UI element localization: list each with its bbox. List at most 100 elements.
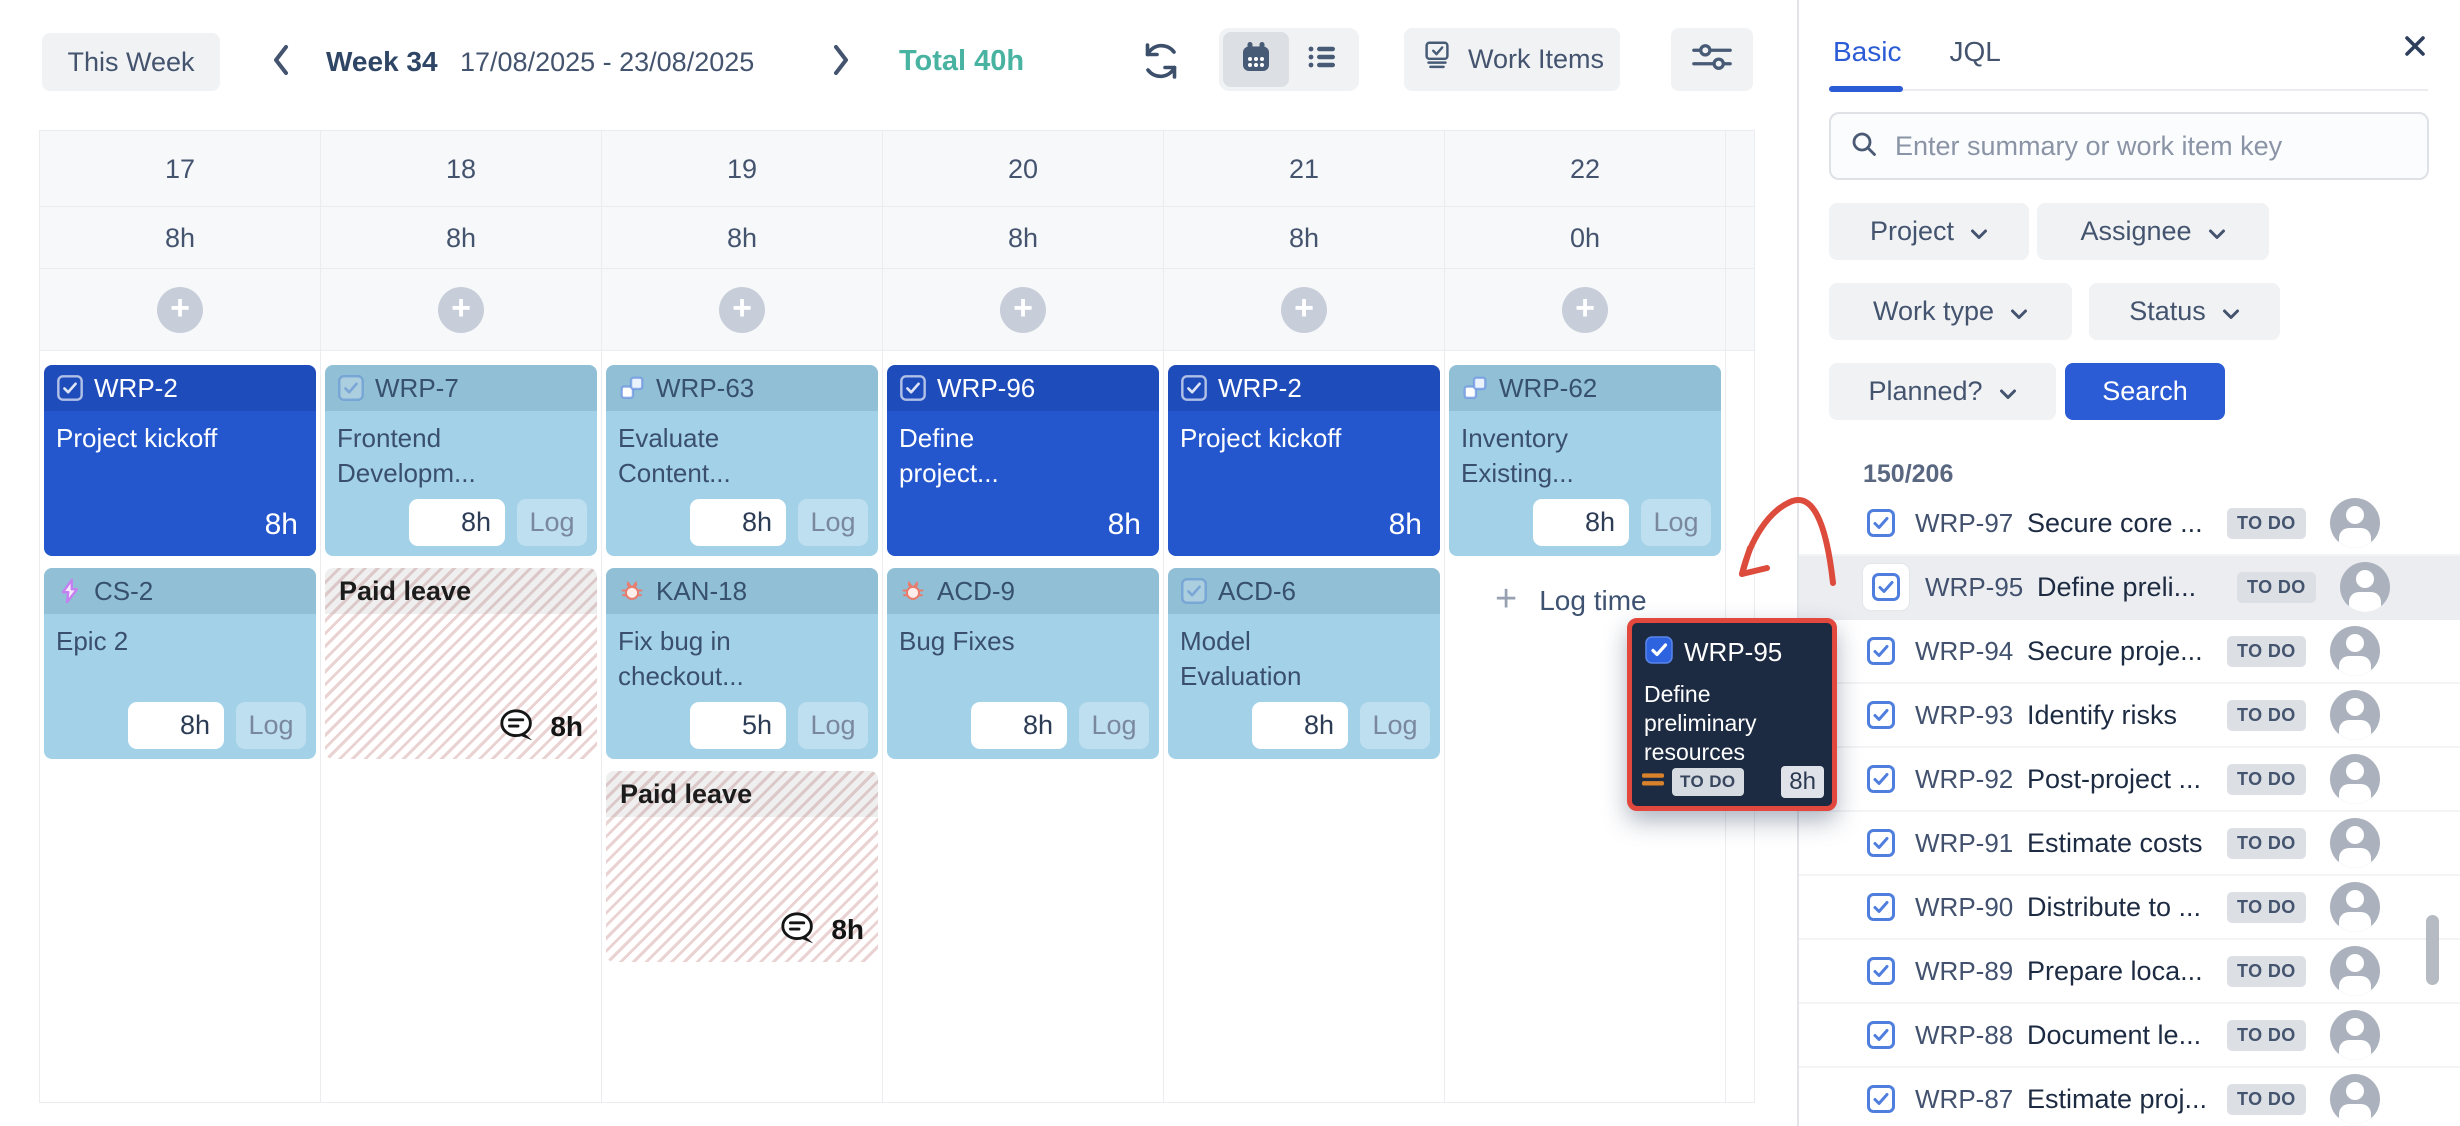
log-time-button[interactable]: + Log time [1449, 568, 1721, 759]
scrollbar-thumb[interactable] [2426, 915, 2439, 985]
worklog-card[interactable]: WRP-62 Inventory Existing... 8h Log [1449, 365, 1721, 556]
card-log-row: 8h Log [690, 499, 868, 546]
add-worklog-cell: + [1445, 269, 1725, 351]
log-button[interactable]: Log [236, 702, 306, 749]
work-item-row[interactable]: WRP-92 Post-project ... TO DO [1799, 748, 2460, 812]
dragged-card[interactable]: WRP-95 Define preliminary resources TO D… [1627, 618, 1837, 811]
filter-project[interactable]: Project [1829, 203, 2029, 260]
log-button[interactable]: Log [798, 702, 868, 749]
leave-card[interactable]: Paid leave 8h [325, 568, 597, 759]
filter-assignee[interactable]: Assignee [2037, 203, 2269, 260]
add-worklog-button[interactable]: + [1281, 287, 1327, 333]
task-icon [1866, 508, 1896, 538]
hours-input[interactable]: 8h [1533, 499, 1629, 546]
worklog-card[interactable]: WRP-2 Project kickoff 8h [1168, 365, 1440, 556]
work-item-checkbox [1863, 764, 1899, 794]
worklog-card[interactable]: WRP-63 Evaluate Content... 8h Log [606, 365, 878, 556]
work-item-row[interactable]: WRP-97 Secure core ... TO DO [1799, 492, 2460, 556]
hours-input[interactable]: 5h [690, 702, 786, 749]
tab-jql[interactable]: JQL [1949, 36, 2001, 67]
worklog-card[interactable]: WRP-2 Project kickoff 8h [44, 365, 316, 556]
task-icon [1866, 636, 1896, 666]
log-button[interactable]: Log [517, 499, 587, 546]
avatar-head [2345, 826, 2364, 844]
work-item-row[interactable]: WRP-88 Document le... TO DO [1799, 1004, 2460, 1068]
worklog-card[interactable]: WRP-7 Frontend Developm... 8h Log [325, 365, 597, 556]
search-button[interactable]: Search [2065, 363, 2225, 420]
hours-input[interactable]: 8h [971, 702, 1067, 749]
work-item-summary: Post-project ... [2027, 763, 2202, 794]
avatar-torso [2338, 1104, 2371, 1124]
refresh-button[interactable] [1134, 36, 1188, 90]
calendar-icon [1239, 40, 1273, 79]
work-item-row[interactable]: WRP-89 Prepare loca... TO DO [1799, 940, 2460, 1004]
prev-week-button[interactable] [268, 44, 294, 80]
close-panel-button[interactable] [2395, 28, 2435, 68]
log-button[interactable]: Log [798, 499, 868, 546]
work-item-row[interactable]: WRP-94 Secure proje... TO DO [1799, 620, 2460, 684]
add-worklog-button[interactable]: + [719, 287, 765, 333]
avatar-head [2345, 506, 2364, 524]
card-summary: Epic 2 [56, 626, 129, 656]
filter-work-type[interactable]: Work type [1829, 283, 2072, 340]
add-worklog-button[interactable]: + [157, 287, 203, 333]
work-item-row[interactable]: WRP-93 Identify risks TO DO [1799, 684, 2460, 748]
filter-planned-label: Planned? [1868, 376, 1983, 406]
chevron-down-icon [2010, 296, 2028, 327]
card-header: ACD-9 [887, 568, 1159, 614]
view-settings-button[interactable] [1671, 28, 1753, 91]
grid-add-row [40, 269, 1754, 351]
next-week-button[interactable] [828, 44, 854, 80]
avatar-torso [2338, 848, 2371, 868]
work-item-checkbox [1863, 956, 1899, 986]
calendar-view-button[interactable] [1223, 32, 1289, 87]
leave-card[interactable]: Paid leave 8h [606, 771, 878, 962]
chevron-left-icon [271, 43, 291, 82]
work-items-label: Work Items [1467, 44, 1604, 74]
hours-input[interactable]: 8h [1252, 702, 1348, 749]
work-item-row[interactable]: WRP-87 Estimate proj... TO DO [1799, 1068, 2460, 1126]
work-items-button[interactable]: Work Items [1404, 28, 1620, 91]
card-hours: 8h [550, 711, 583, 742]
filter-assignee-label: Assignee [2080, 216, 2192, 246]
worklog-card[interactable]: CS-2 Epic 2 8h Log [44, 568, 316, 759]
list-view-button[interactable] [1289, 32, 1355, 87]
card-hours: 8h [831, 914, 864, 945]
card-summary: Inventory Existing... [1461, 423, 1574, 488]
work-item-row[interactable]: WRP-95 Define preli... TO DO [1799, 556, 2460, 620]
avatar [2329, 882, 2380, 932]
sliders-icon [1690, 39, 1734, 80]
chevron-down-icon [1970, 216, 1988, 247]
hours-input[interactable]: 8h [128, 702, 224, 749]
card-header: CS-2 [44, 568, 316, 614]
active-tab-underline [1829, 86, 1903, 92]
log-button[interactable]: Log [1079, 702, 1149, 749]
add-worklog-cell: + [883, 269, 1163, 351]
add-worklog-cell: + [40, 269, 320, 351]
worklog-card[interactable]: ACD-9 Bug Fixes 8h Log [887, 568, 1159, 759]
hours-input[interactable]: 8h [690, 499, 786, 546]
log-button[interactable]: Log [1641, 499, 1711, 546]
work-item-row[interactable]: WRP-91 Estimate costs TO DO [1799, 812, 2460, 876]
work-item-row[interactable]: WRP-90 Distribute to ... TO DO [1799, 876, 2460, 940]
add-worklog-button[interactable]: + [1562, 287, 1608, 333]
hours-input[interactable]: 8h [409, 499, 505, 546]
filter-planned[interactable]: Planned? [1829, 363, 2056, 420]
worklog-card[interactable]: KAN-18 Fix bug in checkout... 5h Log [606, 568, 878, 759]
filter-status[interactable]: Status [2089, 283, 2280, 340]
week-label: Week 34 [326, 46, 438, 77]
add-worklog-button[interactable]: + [438, 287, 484, 333]
leave-hours: 8h [496, 707, 583, 747]
task-icon [1866, 828, 1896, 858]
day-column: 22 0h + WRP-62 Inventory Existing... 8h Log + Lo… [1445, 131, 1726, 1102]
worklog-card[interactable]: WRP-96 Define project... 8h [887, 365, 1159, 556]
add-worklog-button[interactable]: + [1000, 287, 1046, 333]
card-log-row: 8h Log [409, 499, 587, 546]
worklog-card[interactable]: ACD-6 Model Evaluation 8h Log [1168, 568, 1440, 759]
search-input[interactable] [1893, 129, 2409, 163]
card-summary: Frontend Developm... [337, 423, 476, 488]
this-week-button[interactable]: This Week [42, 33, 220, 91]
day-cards: WRP-62 Inventory Existing... 8h Log + Log tim… [1449, 365, 1721, 759]
log-button[interactable]: Log [1360, 702, 1430, 749]
tab-basic[interactable]: Basic [1833, 36, 1902, 67]
